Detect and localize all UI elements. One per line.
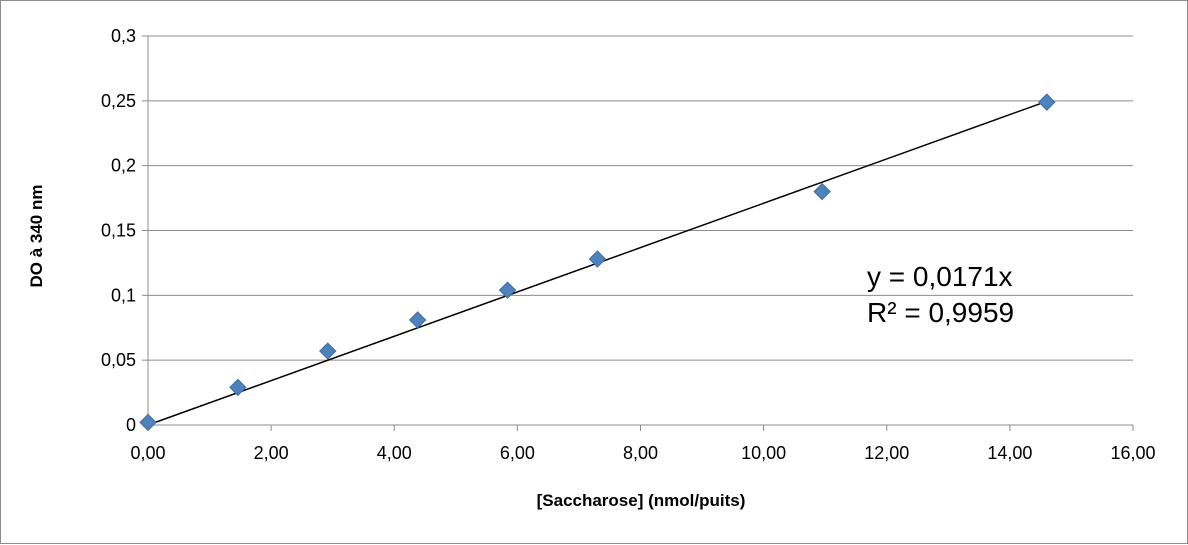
y-tick-label: 0,15 (101, 221, 136, 241)
y-tick-label: 0,2 (111, 156, 136, 176)
y-tick-label: 0,05 (101, 350, 136, 370)
y-tick-labels: 0 0,05 0,1 0,15 0,2 0,25 0,3 (101, 26, 136, 435)
y-tick-label: 0,3 (111, 26, 136, 46)
data-point (813, 182, 831, 201)
x-tick-label: 0,00 (130, 443, 165, 463)
data-point (588, 250, 607, 268)
x-tick-label: 10,00 (741, 443, 786, 463)
x-axis-title: [Saccharose] (nmol/puits) (537, 491, 746, 510)
data-point (498, 281, 517, 299)
x-tick-label: 4,00 (377, 443, 412, 463)
r-squared: R² = 0,9959 (867, 297, 1014, 328)
y-tick-label: 0,25 (101, 91, 136, 111)
x-tick-label: 2,00 (254, 443, 289, 463)
axes (142, 35, 1134, 431)
x-tick-label: 16,00 (1110, 443, 1155, 463)
x-tick-labels: 0,00 2,00 4,00 6,00 8,00 10,00 12,00 14,00 16,00 (130, 443, 1155, 463)
x-tick-label: 14,00 (987, 443, 1032, 463)
data-point (139, 413, 157, 432)
y-tick-label: 0,1 (111, 285, 136, 305)
data-point (319, 342, 337, 360)
data-point (408, 311, 427, 329)
gridlines (148, 35, 1133, 361)
data-point (229, 378, 247, 397)
x-tick-label: 12,00 (864, 443, 909, 463)
data-point (1038, 93, 1056, 111)
y-axis-title: DO à 340 nm (27, 185, 46, 288)
trendline-equation: y = 0,0171x (867, 261, 1013, 292)
x-tick-label: 6,00 (500, 443, 535, 463)
data-points (139, 93, 1056, 432)
x-tick-label: 8,00 (623, 443, 658, 463)
y-tick-label: 0 (126, 415, 136, 435)
